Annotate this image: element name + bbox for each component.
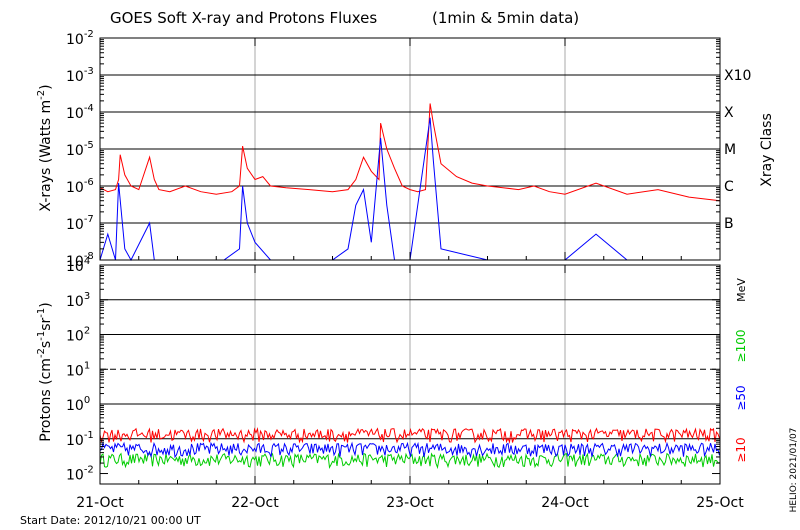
xray-y-tick-label: 10-3 (66, 66, 94, 85)
xray-y-tick-label: 10-4 (66, 103, 94, 122)
x-tick-label: 21-Oct (76, 495, 124, 511)
mev-unit-label: MeV (735, 278, 748, 302)
xray-class-label-c: C (724, 179, 734, 195)
xray-y-tick-label: 10-2 (66, 29, 94, 48)
proton-series-line-2 (99, 452, 720, 470)
xray-y-axis-label: X-rays (Watts m-2) (36, 84, 54, 211)
proton-y-axis-label: Protons (cm-2s-1sr-1) (36, 302, 54, 441)
xray-class-label: Xray Class (759, 113, 775, 187)
label-ge50: ≥50 (734, 385, 748, 410)
proton-series-line-0 (99, 427, 720, 444)
x-tick-label: 25-Oct (696, 495, 744, 511)
proton-y-tick-label: 101 (66, 360, 90, 379)
x-tick-label: 22-Oct (231, 495, 279, 511)
label-ge100: ≥100 (734, 330, 748, 363)
xray-long-series-line (99, 103, 721, 202)
xray-panel: 10-2 10-3 10-4 10-5 10-6 10-7 10-8 X10 X M C B (66, 29, 751, 270)
start-date: Start Date: 2012/10/21 00:00 UT (20, 514, 201, 527)
xray-class-label-x10: X10 (724, 68, 751, 84)
x-tick-label: 23-Oct (386, 495, 434, 511)
xray-class-label-x: X (724, 105, 734, 121)
proton-y-tick-label: 104 (66, 256, 90, 275)
helio-credit: HELIO: 2021/01/07 (789, 428, 799, 513)
proton-series-line-1 (99, 441, 720, 459)
xray-class-label-b: B (724, 216, 734, 232)
chart-subtitle: (1min & 5min data) (432, 9, 579, 27)
xray-y-tick-label: 10-5 (66, 140, 94, 159)
x-tick-label: 24-Oct (541, 495, 589, 511)
proton-y-tick-label: 100 (66, 395, 90, 414)
proton-y-tick-label: 103 (66, 291, 90, 310)
proton-y-tick-label: 10-2 (66, 465, 94, 484)
chart-title: GOES Soft X-ray and Protons Fluxes (110, 9, 377, 27)
xray-class-label-m: M (724, 142, 736, 158)
xray-y-tick-label: 10-8 (66, 251, 94, 270)
xray-y-tick-label: 10-6 (66, 177, 94, 196)
proton-y-tick-label: 10-1 (66, 430, 94, 449)
label-ge10: ≥10 (734, 437, 748, 462)
proton-panel: 104 103 102 101 100 10-1 10-2 21-Oct 22-Oct 23-Oc… (66, 256, 744, 511)
xray-y-tick-label: 10-7 (66, 214, 94, 233)
proton-y-tick-label: 102 (66, 326, 90, 345)
